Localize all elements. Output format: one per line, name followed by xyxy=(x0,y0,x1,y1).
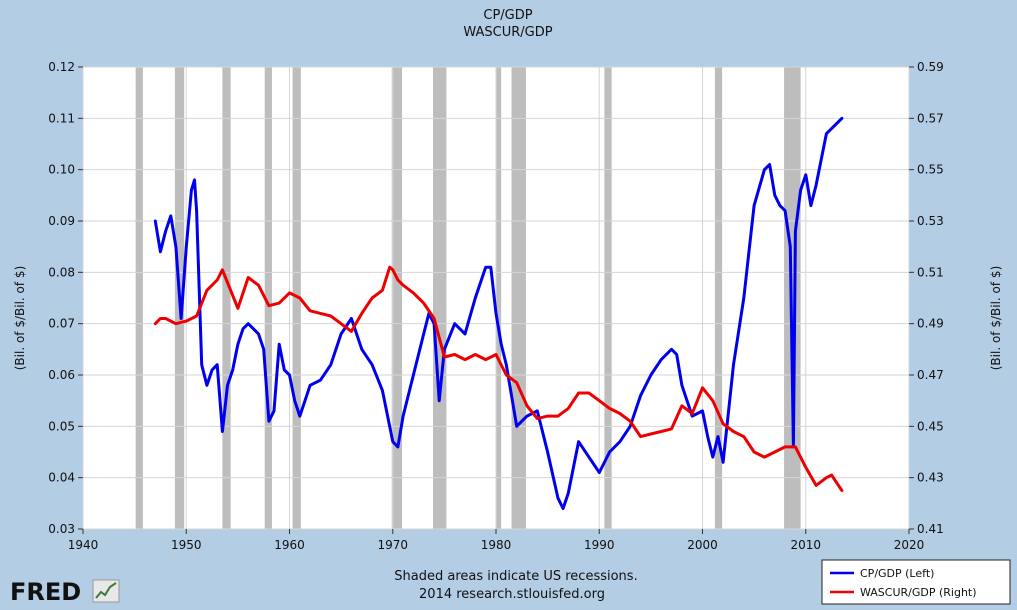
x-tick-label: 1990 xyxy=(584,538,615,552)
x-tick-label: 1970 xyxy=(377,538,408,552)
fred-logo-text: FRED xyxy=(10,578,81,606)
recession-band xyxy=(496,67,502,529)
x-tick-label: 2000 xyxy=(687,538,718,552)
left-tick-label: 0.04 xyxy=(48,471,75,485)
x-tick-label: 1940 xyxy=(68,538,99,552)
left-tick-label: 0.03 xyxy=(48,522,75,536)
recession-band xyxy=(604,67,612,529)
recession-band xyxy=(391,67,403,529)
recession-band xyxy=(433,67,447,529)
right-tick-label: 0.51 xyxy=(917,265,944,279)
right-tick-label: 0.43 xyxy=(917,471,944,485)
legend-label-wascur: WASCUR/GDP (Right) xyxy=(860,586,977,599)
chart-subtitle: WASCUR/GDP xyxy=(463,25,552,40)
footer-source: 2014 research.stlouisfed.org xyxy=(419,587,605,602)
right-tick-label: 0.41 xyxy=(917,522,944,536)
series-line-wascur-gdp xyxy=(153,265,844,492)
x-tick-label: 2010 xyxy=(790,538,821,552)
right-axis-ticks: 0.41 0.43 0.45 0.47 0.49 0.51 0.53 0.55 0.57 0.59 xyxy=(909,60,944,536)
x-axis-ticks: 1940 1950 1960 1970 1980 1990 2000 2010 2020 xyxy=(68,529,925,552)
right-tick-label: 0.53 xyxy=(917,214,944,228)
series-line-cp-gdp xyxy=(153,116,844,510)
x-tick-label: 1950 xyxy=(171,538,202,552)
x-tick-label: 2020 xyxy=(894,538,925,552)
left-tick-label: 0.07 xyxy=(48,317,75,331)
left-tick-label: 0.11 xyxy=(48,111,75,125)
x-tick-label: 1960 xyxy=(274,538,305,552)
right-tick-label: 0.45 xyxy=(917,419,944,433)
right-tick-label: 0.59 xyxy=(917,60,944,74)
recession-band xyxy=(511,67,526,529)
chart-sparkline-icon xyxy=(92,579,120,603)
legend: CP/GDP (Left) WASCUR/GDP (Right) xyxy=(821,559,1011,605)
recession-band xyxy=(264,67,272,529)
right-tick-label: 0.47 xyxy=(917,368,944,382)
legend-box xyxy=(821,559,1011,605)
left-axis-label: (Bil. of $/Bil. of $) xyxy=(13,266,27,371)
footer-recession-note: Shaded areas indicate US recessions. xyxy=(394,569,637,584)
left-tick-label: 0.08 xyxy=(48,265,75,279)
right-tick-label: 0.57 xyxy=(917,111,944,125)
left-tick-label: 0.05 xyxy=(48,419,75,433)
recession-band xyxy=(135,67,143,529)
x-tick-label: 1980 xyxy=(481,538,512,552)
legend-label-cp: CP/GDP (Left) xyxy=(860,567,934,580)
series-lines xyxy=(153,116,844,510)
right-axis-label: (Bil. of $/Bil. of $) xyxy=(989,266,1003,371)
fred-logo: FRED xyxy=(10,578,120,606)
chart-title: CP/GDP xyxy=(483,8,532,23)
left-axis-ticks: 0.03 0.04 0.05 0.06 0.07 0.08 0.09 0.10 0.11 0.12 xyxy=(48,60,83,536)
recession-band xyxy=(714,67,723,529)
left-tick-label: 0.09 xyxy=(48,214,75,228)
left-tick-label: 0.12 xyxy=(48,60,75,74)
right-tick-label: 0.55 xyxy=(917,163,944,177)
left-tick-label: 0.06 xyxy=(48,368,75,382)
left-tick-label: 0.10 xyxy=(48,163,75,177)
right-tick-label: 0.49 xyxy=(917,317,944,331)
recession-band xyxy=(222,67,231,529)
